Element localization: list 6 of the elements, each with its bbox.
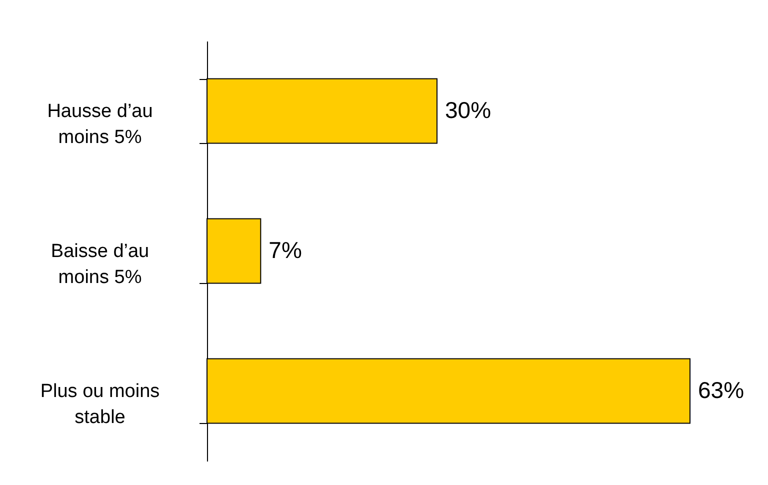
data-label: 30% xyxy=(445,97,492,123)
y-tick-label: Baisse d’au moins 5% xyxy=(50,241,150,288)
y-tick-label: Hausse d’au moins 5% xyxy=(47,101,153,148)
data-label: 7% xyxy=(268,237,302,263)
data-label: 63% xyxy=(698,377,744,403)
y-tick-label: Plus ou moins stable xyxy=(40,381,160,428)
